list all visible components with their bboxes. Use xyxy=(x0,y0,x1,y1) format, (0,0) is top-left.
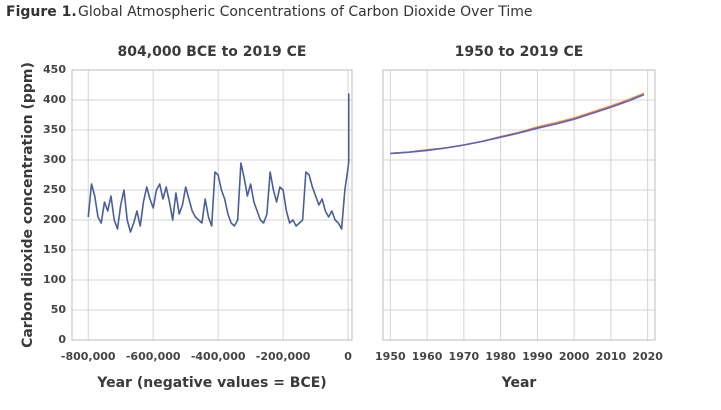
x-tick-label: -200,000 xyxy=(256,350,311,363)
plot-frame xyxy=(382,69,656,341)
panel-title: 804,000 BCE to 2019 CE xyxy=(118,44,307,60)
x-axis-label: Year (negative values = BCE) xyxy=(96,375,326,391)
figure-title: Global Atmospheric Concentrations of Car… xyxy=(78,4,533,20)
y-tick-label: 100 xyxy=(43,273,66,286)
panel-title: 1950 to 2019 CE xyxy=(455,44,584,60)
x-tick-label: 0 xyxy=(344,350,352,363)
x-tick-label: 2020 xyxy=(632,350,663,363)
x-axis-label: Year xyxy=(501,375,537,391)
x-tick-label: -800,000 xyxy=(61,350,116,363)
y-tick-label: 300 xyxy=(43,153,66,166)
x-tick-label: 1990 xyxy=(522,350,553,363)
y-tick-label: 200 xyxy=(43,213,66,226)
y-tick-label: 450 xyxy=(43,63,66,76)
data-line xyxy=(87,93,350,233)
y-tick-label: 350 xyxy=(43,123,66,136)
x-tick-label: 1970 xyxy=(449,350,480,363)
y-tick-label: 400 xyxy=(43,93,66,106)
y-tick-label: 250 xyxy=(43,183,66,196)
y-axis-label: Carbon dioxide concentration (ppm) xyxy=(20,62,36,348)
x-tick-label: -600,000 xyxy=(126,350,181,363)
plot-frame xyxy=(71,69,353,341)
figure-label: Figure 1. xyxy=(6,4,77,20)
y-tick-label: 0 xyxy=(58,333,66,346)
x-tick-label: 2010 xyxy=(596,350,627,363)
plot-area xyxy=(72,70,352,340)
x-tick-label: 1950 xyxy=(375,350,406,363)
x-tick-label: 1980 xyxy=(485,350,516,363)
y-tick-label: 50 xyxy=(51,303,67,316)
y-tick-label: 150 xyxy=(43,243,66,256)
x-tick-label: 2000 xyxy=(559,350,590,363)
data-line xyxy=(390,93,645,155)
x-tick-label: 1960 xyxy=(412,350,443,363)
plot-area xyxy=(383,70,655,340)
x-tick-label: -400,000 xyxy=(191,350,246,363)
